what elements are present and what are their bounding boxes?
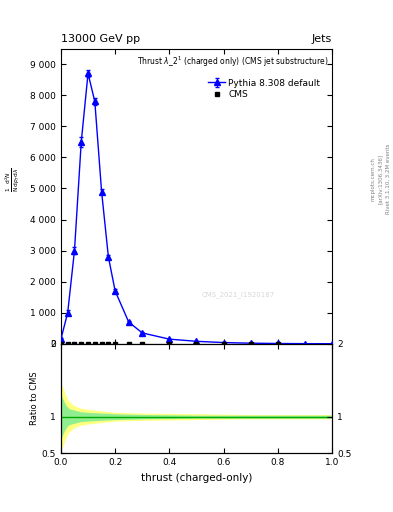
Text: Jets: Jets	[312, 33, 332, 44]
CMS	[126, 340, 131, 347]
Line: CMS: CMS	[59, 342, 280, 346]
Text: [arXiv:1306.3436]: [arXiv:1306.3436]	[378, 154, 383, 204]
CMS	[92, 340, 97, 347]
CMS	[113, 340, 118, 347]
CMS	[99, 340, 104, 347]
Legend: Pythia 8.308 default, CMS: Pythia 8.308 default, CMS	[207, 77, 322, 101]
CMS	[106, 340, 111, 347]
CMS	[167, 340, 172, 347]
CMS	[221, 340, 226, 347]
Y-axis label: Ratio to CMS: Ratio to CMS	[30, 372, 39, 425]
Text: 13000 GeV pp: 13000 GeV pp	[61, 33, 140, 44]
CMS	[72, 340, 77, 347]
CMS	[79, 340, 84, 347]
Text: Rivet 3.1.10, 3.2M events: Rivet 3.1.10, 3.2M events	[386, 144, 391, 215]
CMS	[59, 340, 63, 347]
CMS	[275, 340, 280, 347]
Text: CMS_2021_I1920187: CMS_2021_I1920187	[202, 291, 275, 298]
Text: $\frac{1}{\mathrm{N}}\frac{\mathrm{d}^2N}{\mathrm{d}p_T\mathrm{d}\lambda}$: $\frac{1}{\mathrm{N}}\frac{\mathrm{d}^2N…	[4, 167, 22, 191]
Text: mcplots.cern.ch: mcplots.cern.ch	[370, 157, 375, 201]
CMS	[86, 340, 90, 347]
CMS	[140, 340, 145, 347]
CMS	[65, 340, 70, 347]
CMS	[194, 340, 199, 347]
CMS	[248, 340, 253, 347]
X-axis label: thrust (charged-only): thrust (charged-only)	[141, 473, 252, 482]
Text: Thrust $\lambda\_2^1$ (charged only) (CMS jet substructure): Thrust $\lambda\_2^1$ (charged only) (CM…	[137, 55, 328, 69]
